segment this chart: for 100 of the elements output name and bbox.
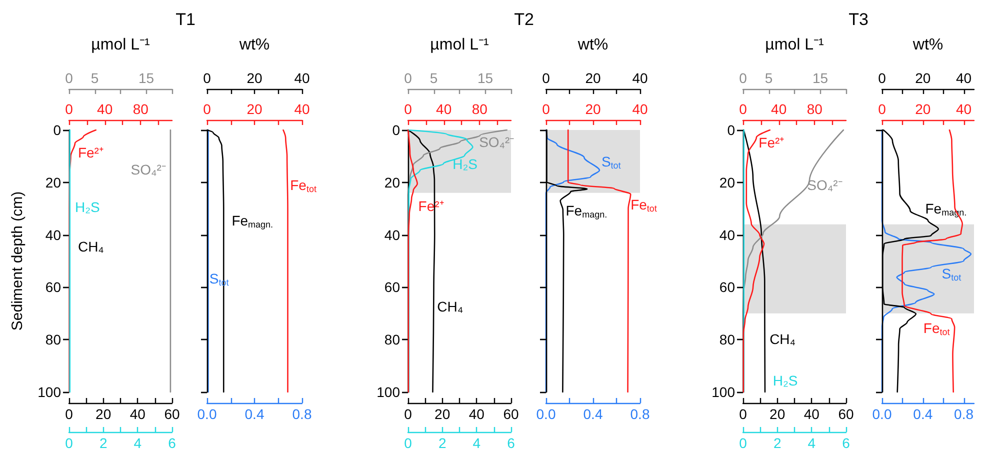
y-tick-label: 100 <box>38 384 62 400</box>
x-tick-label: 2 <box>99 435 108 451</box>
x2-tick-label: 20 <box>585 70 601 86</box>
series-label: CH₄ <box>437 298 464 315</box>
y-tick-label: 0 <box>53 122 62 138</box>
x-tick-label: 20 <box>915 101 931 117</box>
x-tick-label: 0 <box>878 101 886 117</box>
x2-tick-label: 5 <box>90 70 99 86</box>
x-tick-label: 20 <box>770 406 786 422</box>
y-tick-label: 40 <box>719 226 736 243</box>
x2-tick-label: 0 <box>739 70 748 86</box>
x-tick-label: 2 <box>773 435 782 451</box>
x2-tick-label: 40 <box>294 70 310 86</box>
y-tick-label: 80 <box>384 332 400 348</box>
x2-tick-label: 15 <box>138 70 154 86</box>
x-tick-label: 2 <box>438 435 446 451</box>
x2-tick-label: 20 <box>915 70 931 86</box>
x2-axis-title: wt% <box>238 36 270 54</box>
x-tick-label: 6 <box>507 435 516 451</box>
x2-axis-title: wt% <box>576 36 608 54</box>
x-tick-label: 20 <box>585 101 601 117</box>
y-tick-label: 60 <box>384 279 400 296</box>
series-label: SO₄²⁻ <box>130 161 166 178</box>
x-tick-label: 20 <box>246 101 262 117</box>
x2-tick-label: 0 <box>542 70 550 86</box>
x-tick-label: 0 <box>542 101 550 117</box>
x-tick-label: 0.0 <box>536 406 556 422</box>
x-tick-label: 0.8 <box>630 406 650 422</box>
x-tick-label: 0 <box>65 406 74 422</box>
x-tick-label: 0 <box>65 435 74 451</box>
y-tick-label: 20 <box>384 174 400 190</box>
series-label: H₂S <box>452 156 478 172</box>
series-label: SO₄²⁻ <box>479 134 515 150</box>
x-tick-label: 6 <box>842 435 850 451</box>
x-tick-label: 4 <box>808 435 816 451</box>
x-tick-label: 60 <box>838 406 854 422</box>
y-tick-label: 0 <box>392 122 400 138</box>
x-tick-label: 0.8 <box>292 406 312 422</box>
y-tick-label: 20 <box>45 174 62 190</box>
x2-tick-label: 80 <box>806 101 823 117</box>
x2-tick-label: 40 <box>632 70 648 86</box>
x-tick-label: 4 <box>134 435 142 451</box>
x-tick-label: 0.0 <box>872 406 892 422</box>
x-tick-label: 0.4 <box>583 406 603 422</box>
x-tick-label: 0 <box>404 406 412 422</box>
x-tick-label: 4 <box>472 435 481 451</box>
x-tick-label: 0.8 <box>954 406 974 422</box>
x-tick-label: 0.4 <box>913 406 933 422</box>
x-tick-label: 0.0 <box>197 406 217 422</box>
x2-tick-label: 0 <box>65 70 74 86</box>
y-tick-label: 60 <box>45 279 62 296</box>
x-tick-label: 0.4 <box>244 406 264 422</box>
y-tick-label: 80 <box>45 332 62 348</box>
x2-tick-label: 5 <box>430 70 438 86</box>
x-tick-label: 6 <box>168 435 176 451</box>
x2-tick-label: 0 <box>404 70 412 86</box>
y-tick-label: 100 <box>376 384 400 400</box>
y-tick-label: 80 <box>719 332 736 348</box>
x-tick-label: 40 <box>130 406 146 422</box>
series-label: CH₄ <box>770 331 796 348</box>
chart-title: T3 <box>848 10 870 31</box>
x2-tick-label: 0 <box>203 70 212 86</box>
y-axis-title: Sediment depth (cm) <box>9 191 26 331</box>
x-tick-label: 0 <box>739 406 748 422</box>
x-tick-label: 40 <box>632 101 648 117</box>
x2-axis-title: µmol L⁻¹ <box>430 36 489 54</box>
x2-tick-label: 5 <box>764 70 773 86</box>
x2-axis-title: µmol L⁻¹ <box>91 36 150 54</box>
x2-tick-label: 80 <box>472 101 488 117</box>
chart-title: T1 <box>174 10 196 31</box>
y-tick-label: 60 <box>719 279 736 296</box>
x2-axis-title: µmol L⁻¹ <box>765 36 824 54</box>
y-tick-label: 40 <box>45 226 62 243</box>
text: H₂S <box>772 372 798 389</box>
y-tick-label: 100 <box>712 384 736 400</box>
x-tick-label: 40 <box>804 406 820 422</box>
x-tick-label: 20 <box>434 406 450 422</box>
x2-tick-label: 40 <box>956 70 972 86</box>
series-label: Fe²⁺ <box>78 144 104 160</box>
x-tick-label: 60 <box>164 406 180 422</box>
x-tick-label: 0 <box>404 435 412 451</box>
x2-tick-label: 80 <box>132 101 149 117</box>
chart-title: T2 <box>513 10 535 31</box>
x-tick-label: 60 <box>503 406 519 422</box>
series-label: Fe²⁺ <box>758 134 785 150</box>
series-label: SO₄²⁻ <box>807 176 843 193</box>
legend-label: CH₄ <box>78 238 104 255</box>
x-tick-label: 20 <box>96 406 112 422</box>
x-tick-label: 0 <box>739 435 748 451</box>
x-tick-label: 0 <box>203 101 212 117</box>
x2-tick-label: 15 <box>477 70 494 86</box>
y-tick-label: 0 <box>727 122 736 138</box>
x-tick-label: 40 <box>468 406 485 422</box>
x2-tick-label: 0 <box>878 70 886 86</box>
x2-tick-label: 15 <box>812 70 828 86</box>
y-tick-label: 40 <box>384 226 400 243</box>
y-tick-label: 20 <box>719 174 736 190</box>
x2-axis-title: wt% <box>912 36 944 54</box>
x-tick-label: 40 <box>956 101 972 117</box>
x2-tick-label: 20 <box>246 70 262 86</box>
